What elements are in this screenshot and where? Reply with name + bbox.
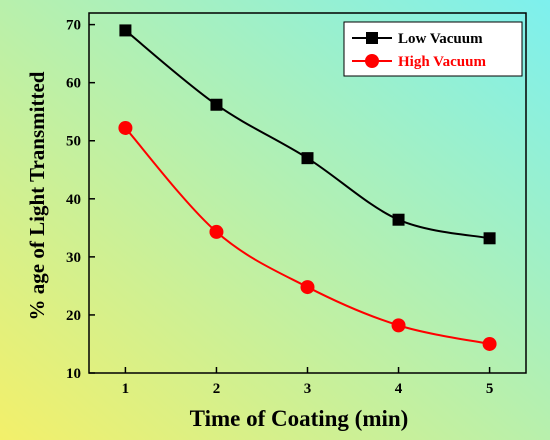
x-tick-label: 3	[304, 381, 312, 397]
data-point-low-vacuum	[483, 232, 496, 245]
legend-marker-high-vacuum	[365, 54, 379, 68]
y-tick-label: 30	[66, 250, 81, 266]
data-point-high-vacuum	[482, 336, 497, 351]
x-axis: 1 2 3 4 5	[122, 367, 494, 397]
y-tick-label: 10	[66, 366, 81, 382]
x-tick-label: 2	[213, 381, 221, 397]
data-point-high-vacuum	[209, 224, 224, 239]
data-point-low-vacuum	[210, 98, 223, 111]
data-point-low-vacuum	[301, 152, 314, 165]
data-point-low-vacuum	[392, 213, 405, 226]
x-tick-label: 5	[486, 381, 494, 397]
x-axis-title: Time of Coating (min)	[190, 406, 409, 431]
data-point-high-vacuum	[300, 280, 315, 295]
data-point-low-vacuum	[119, 24, 132, 37]
x-tick-label: 4	[395, 381, 403, 397]
legend-label-low-vacuum: Low Vacuum	[398, 31, 483, 47]
series-layer	[118, 24, 497, 351]
y-tick-label: 50	[66, 134, 81, 150]
data-point-high-vacuum	[391, 318, 406, 333]
y-axis-title: % age of Light Transmitted	[25, 71, 49, 320]
legend-label-high-vacuum: High Vacuum	[398, 54, 486, 70]
y-axis: 10 20 30 40 50 60 70	[66, 18, 95, 382]
y-tick-label: 20	[66, 308, 81, 324]
data-point-high-vacuum	[118, 120, 133, 135]
x-tick-label: 1	[122, 381, 130, 397]
y-tick-label: 70	[66, 18, 81, 34]
chart-legend: Low Vacuum High Vacuum	[343, 21, 523, 77]
y-tick-label: 40	[66, 192, 81, 208]
y-tick-label: 60	[66, 76, 81, 92]
legend-marker-low-vacuum	[366, 32, 378, 44]
